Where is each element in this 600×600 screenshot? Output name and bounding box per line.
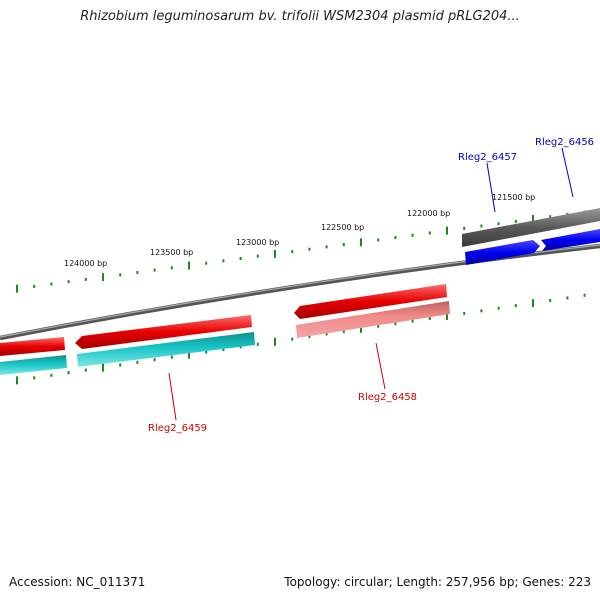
bp-label-122500: 122500 bp — [321, 223, 364, 232]
gene-arrow-cyan-left[interactable] — [0, 355, 67, 375]
gene-arrow-gray[interactable] — [462, 208, 600, 247]
gene-arrow-pink[interactable] — [296, 301, 450, 338]
gene-label-6457[interactable]: Rleg2_6457 — [458, 152, 517, 163]
gene-label-6458[interactable]: Rleg2_6458 — [358, 392, 417, 403]
gene-arrow-red-left[interactable] — [0, 337, 65, 356]
leader-line-6457 — [486, 162, 496, 213]
leader-line-6456 — [561, 147, 574, 198]
bp-label-121500: 121500 bp — [492, 193, 535, 202]
bp-label-122000: 122000 bp — [407, 209, 450, 218]
gene-label-6459[interactable]: Rleg2_6459 — [148, 423, 207, 434]
gene-arrow-red-6458[interactable] — [294, 284, 447, 319]
leader-line-6458 — [375, 342, 386, 390]
leader-line-6459 — [168, 372, 177, 421]
gene-label-6456[interactable]: Rleg2_6456 — [535, 137, 594, 148]
gene-arrow-cyan-6459[interactable] — [77, 332, 255, 367]
topology-summary: Topology: circular; Length: 257,956 bp; … — [284, 575, 591, 589]
accession-text: Accession: NC_011371 — [9, 575, 146, 589]
gene-arrow-blue-6457[interactable] — [465, 240, 540, 265]
bp-label-123500: 123500 bp — [150, 248, 193, 257]
map-title: Rhizobium leguminosarum bv. trifolii WSM… — [80, 9, 520, 24]
bp-label-124000: 124000 bp — [64, 259, 107, 268]
gene-arrow-red-6459[interactable] — [75, 315, 252, 349]
upper-tick-row — [16, 210, 586, 293]
bp-label-123000: 123000 bp — [236, 238, 279, 247]
gene-arrow-blue-6456[interactable] — [541, 229, 600, 251]
